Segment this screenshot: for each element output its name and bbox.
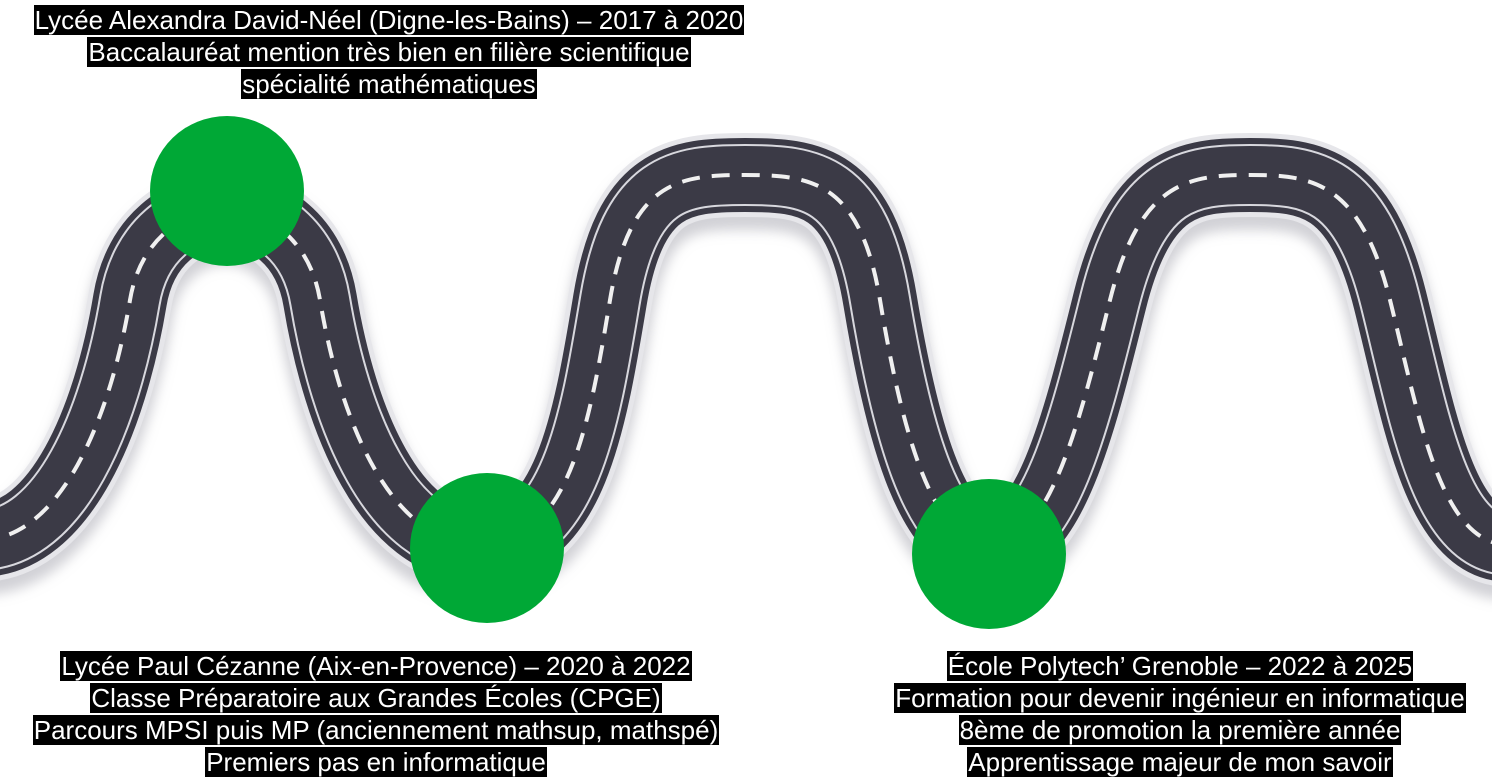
caption-line: Formation pour devenir ingénieur en info… [894,683,1466,713]
milestone-marker-lycee-pc [410,473,564,623]
caption-line: Baccalauréat mention très bien en filièr… [87,37,691,67]
caption-polytech: École Polytech’ Grenoble – 2022 à 2025 F… [870,650,1490,778]
milestone-marker-lycee-adn [150,116,304,266]
caption-line: Parcours MPSI puis MP (anciennement math… [32,715,720,745]
caption-line: Lycée Alexandra David-Néel (Digne-les-Ba… [33,5,745,35]
caption-line: Classe Préparatoire aux Grandes Écoles (… [90,683,662,713]
caption-line: spécialité mathématiques [241,69,537,99]
caption-lycee-adn: Lycée Alexandra David-Néel (Digne-les-Ba… [0,4,778,100]
caption-lycee-pc: Lycée Paul Cézanne (Aix-en-Provence) – 2… [0,650,752,778]
caption-line: Premiers pas en informatique [205,747,547,777]
caption-line: École Polytech’ Grenoble – 2022 à 2025 [946,651,1414,681]
caption-line: Apprentissage majeur de mon savoir [967,747,1393,777]
road-center-dashes [0,172,1492,548]
caption-line: 8ème de promotion la première année [958,715,1402,745]
caption-line: Lycée Paul Cézanne (Aix-en-Provence) – 2… [60,651,692,681]
milestone-marker-polytech [912,479,1066,629]
